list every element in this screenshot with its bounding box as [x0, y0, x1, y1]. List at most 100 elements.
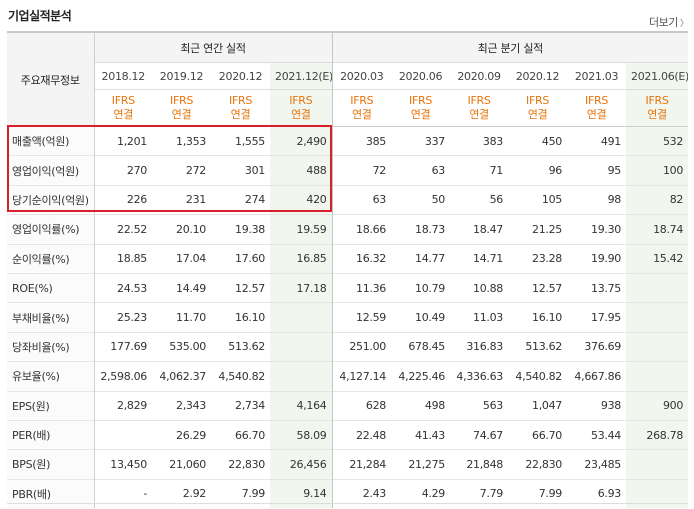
quarter-group-header: 최근 분기 실적	[331, 31, 689, 63]
table-cell: 18.47	[450, 214, 509, 245]
table-cell: 66.70	[508, 419, 568, 450]
table-cell: 498	[391, 390, 451, 421]
table-cell	[626, 302, 689, 333]
ifrs-label: IFRS	[585, 94, 609, 107]
table-cell: 53.44	[567, 419, 627, 450]
row-label: 유보율(%)	[7, 361, 94, 392]
consolidated-label: 연결	[469, 108, 489, 121]
table-cell: 14.77	[391, 243, 451, 274]
period-header: 2018.12	[93, 62, 152, 90]
table-row: 매출액(억원) 1,201 1,353 1,555 2,490 385 337 383 450 4…	[7, 125, 689, 156]
financial-summary-table: 주요재무정보 최근 연간 실적 최근 분기 실적 2018.12 2019.12 2…	[7, 31, 689, 509]
table-cell: 11.36	[331, 272, 392, 303]
consolidated-label: 연결	[586, 108, 607, 121]
ifrs-label: IFRS	[170, 94, 193, 107]
ifrs-label: IFRS	[645, 94, 669, 107]
table-cell: 513.62	[508, 331, 568, 362]
table-cell: 18.74	[626, 214, 689, 245]
table-row: 당기순이익(억원) 226 231 274 420 63 50 56 105 98 82	[7, 184, 689, 215]
table-cell: 1,047	[508, 390, 568, 421]
accounting-standard-cell: IFRS 연결	[211, 89, 270, 127]
table-cell: 26,456	[270, 449, 333, 480]
table-cell: 4,336.63	[450, 361, 509, 392]
table-cell: 21,284	[331, 449, 392, 480]
table-cell: 72	[331, 155, 392, 186]
table-cell: 25.23	[93, 302, 152, 333]
table-cell: 14.71	[450, 243, 509, 274]
table-cell: 10.88	[450, 272, 509, 303]
table-cell	[93, 419, 152, 450]
consolidated-label: 연결	[290, 108, 311, 121]
table-cell: 4,225.46	[391, 361, 451, 392]
ifrs-label: IFRS	[229, 94, 252, 107]
table-row: 영업이익률(%) 22.52 20.10 19.38 19.59 18.66 18.73 18…	[7, 214, 689, 245]
table-cell: 2,490	[270, 125, 333, 156]
period-header: 2020.12	[508, 62, 568, 90]
table-cell: 16.10	[211, 302, 270, 333]
period-header: 2021.03	[567, 62, 627, 90]
table-cell: 2,829	[93, 390, 152, 421]
annual-group-header: 최근 연간 실적	[93, 31, 333, 63]
table-cell: 900	[626, 390, 689, 421]
ifrs-label: IFRS	[409, 94, 433, 107]
table-cell: 251.00	[331, 331, 392, 362]
consolidated-label: 연결	[113, 108, 134, 121]
table-cell: 226	[93, 184, 152, 215]
table-cell: 1,555	[211, 125, 270, 156]
table-cell: 22.52	[93, 214, 152, 245]
ifrs-label: IFRS	[467, 94, 491, 107]
period-header: 2020.12	[211, 62, 270, 90]
table-cell: 231	[152, 184, 211, 215]
table-cell: 272	[152, 155, 211, 186]
table-cell: 23.28	[508, 243, 568, 274]
table-row: BPS(원) 13,450 21,060 22,830 26,456 21,284 21,2…	[7, 449, 689, 480]
accounting-standard-cell: IFRS 연결	[508, 89, 568, 127]
table-cell: 2,343	[152, 390, 211, 421]
table-cell: 16.85	[270, 243, 333, 274]
table-row: EPS(원) 2,829 2,343 2,734 4,164 628 498 563 1,047…	[7, 390, 689, 421]
consolidated-label: 연결	[230, 108, 251, 121]
table-cell: 20.10	[152, 214, 211, 245]
table-cell: 82	[626, 184, 689, 215]
table-cell: 22,830	[508, 449, 568, 480]
table-cell: 105	[508, 184, 568, 215]
table-cell: 21,275	[391, 449, 451, 480]
table-cell	[270, 331, 333, 362]
table-cell: 376.69	[567, 331, 627, 362]
accounting-standard-cell: IFRS 연결	[331, 89, 392, 127]
table-cell: 21,060	[152, 449, 211, 480]
consolidated-label: 연결	[647, 108, 667, 121]
table-cell: 1,353	[152, 125, 211, 156]
period-header: 2020.09	[450, 62, 509, 90]
row-label: 당기순이익(억원)	[7, 184, 94, 215]
table-cell: 19.90	[567, 243, 627, 274]
table-cell: 13.75	[567, 272, 627, 303]
table-cell: 14.49	[152, 272, 211, 303]
table-cell	[270, 302, 333, 333]
table-cell: 22,830	[211, 449, 270, 480]
table-cell: 450	[508, 125, 568, 156]
table-cell: 63	[331, 184, 392, 215]
table-cell: 12.59	[331, 302, 392, 333]
row-header-title: 주요재무정보	[7, 31, 94, 127]
more-link[interactable]: 더보기 〉	[649, 14, 689, 30]
table-row: 순이익률(%) 18.85 17.04 17.60 16.85 16.32 14.77 14.…	[7, 243, 689, 274]
accounting-standard-cell: IFRS 연결	[626, 89, 689, 127]
table-cell: 56	[450, 184, 509, 215]
table-cell: 563	[450, 390, 509, 421]
table-cell: 26.29	[152, 419, 211, 450]
table-cell: 71	[450, 155, 509, 186]
table-cell: 41.43	[391, 419, 451, 450]
table-cell: 66.70	[211, 419, 270, 450]
table-cell: 19.30	[567, 214, 627, 245]
table-cell: 12.57	[508, 272, 568, 303]
table-cell: 96	[508, 155, 568, 186]
period-header: 2021.06(E)	[626, 62, 689, 90]
period-header: 2019.12	[152, 62, 211, 90]
table-cell: 17.95	[567, 302, 627, 333]
table-row: 유보율(%) 2,598.06 4,062.37 4,540.82 4,127.14 4,…	[7, 361, 689, 392]
table-cell: 177.69	[93, 331, 152, 362]
ifrs-label: IFRS	[526, 94, 550, 107]
consolidated-label: 연결	[527, 108, 548, 121]
table-cell: 11.03	[450, 302, 509, 333]
